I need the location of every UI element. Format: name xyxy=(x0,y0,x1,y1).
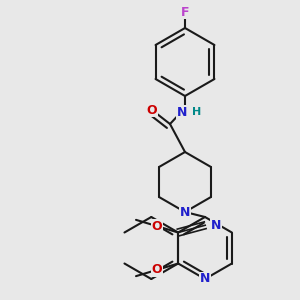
Text: N: N xyxy=(177,106,187,118)
Text: F: F xyxy=(181,5,189,19)
Text: O: O xyxy=(152,220,162,233)
Text: N: N xyxy=(180,206,190,218)
Text: O: O xyxy=(152,263,162,276)
Text: O: O xyxy=(147,103,157,116)
Text: N: N xyxy=(211,219,221,232)
Text: H: H xyxy=(192,107,202,117)
Text: N: N xyxy=(200,272,210,286)
